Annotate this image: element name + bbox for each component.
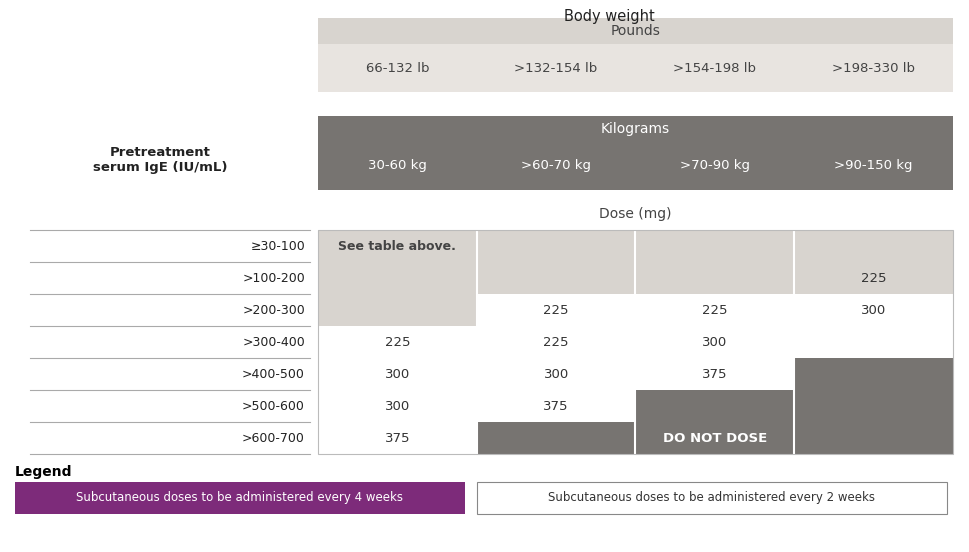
Text: >132-154 lb: >132-154 lb (514, 61, 597, 75)
Bar (794, 230, 952, 262)
Bar (476, 230, 635, 262)
Text: >200-300: >200-300 (242, 304, 304, 316)
Bar (318, 18, 952, 44)
Bar (318, 116, 952, 142)
Bar (635, 326, 794, 358)
Text: DO NOT DOSE: DO NOT DOSE (662, 432, 766, 444)
Bar (318, 230, 952, 454)
Bar (477, 482, 946, 514)
Bar (476, 294, 635, 326)
Text: >400-500: >400-500 (242, 368, 304, 380)
Text: >500-600: >500-600 (242, 400, 304, 412)
Text: Pounds: Pounds (610, 24, 660, 38)
Text: 300: 300 (385, 368, 410, 380)
Text: 225: 225 (385, 336, 410, 348)
Text: 375: 375 (702, 368, 727, 380)
Text: Dose (mg): Dose (mg) (599, 207, 672, 221)
Text: Subcutaneous doses to be administered every 2 weeks: Subcutaneous doses to be administered ev… (547, 491, 875, 505)
Bar (318, 142, 952, 190)
Bar (635, 262, 794, 294)
Text: 375: 375 (385, 432, 410, 444)
Bar (318, 422, 476, 454)
Bar (635, 358, 794, 390)
Text: >100-200: >100-200 (242, 272, 304, 284)
Text: >300-400: >300-400 (242, 336, 304, 348)
Text: 300: 300 (860, 304, 886, 316)
Bar (318, 294, 476, 326)
Text: Body weight: Body weight (563, 8, 654, 24)
Bar (318, 326, 476, 358)
Bar (635, 230, 794, 262)
Bar (794, 358, 952, 390)
Bar (476, 422, 635, 454)
Text: 375: 375 (543, 400, 568, 412)
Text: 300: 300 (702, 336, 727, 348)
Bar (318, 44, 952, 92)
Bar (318, 262, 476, 294)
Text: Legend: Legend (15, 465, 73, 479)
Bar (794, 294, 952, 326)
Bar (635, 390, 794, 422)
Text: 225: 225 (543, 336, 568, 348)
Text: Subcutaneous doses to be administered every 4 weeks: Subcutaneous doses to be administered ev… (77, 491, 403, 505)
Text: >70-90 kg: >70-90 kg (679, 160, 749, 172)
Text: >198-330 lb: >198-330 lb (831, 61, 914, 75)
Bar (476, 390, 635, 422)
Bar (635, 294, 794, 326)
Bar (794, 422, 952, 454)
Bar (794, 262, 952, 294)
Text: >60-70 kg: >60-70 kg (520, 160, 590, 172)
Bar (794, 326, 952, 358)
Text: >90-150 kg: >90-150 kg (833, 160, 912, 172)
Bar (15, 482, 464, 514)
Text: Pretreatment
serum IgE (IU/mL): Pretreatment serum IgE (IU/mL) (93, 146, 227, 174)
Bar (794, 390, 952, 422)
Text: 66-132 lb: 66-132 lb (365, 61, 428, 75)
Bar (476, 326, 635, 358)
Text: 225: 225 (860, 272, 886, 284)
Text: >600-700: >600-700 (242, 432, 304, 444)
Text: 30-60 kg: 30-60 kg (367, 160, 426, 172)
Text: 225: 225 (543, 304, 568, 316)
Bar (635, 422, 794, 454)
Text: >154-198 lb: >154-198 lb (672, 61, 756, 75)
Text: See table above.: See table above. (337, 240, 455, 252)
Text: ≥30-100: ≥30-100 (250, 240, 304, 252)
Text: 300: 300 (385, 400, 410, 412)
Text: Kilograms: Kilograms (601, 122, 670, 136)
Bar (476, 262, 635, 294)
Bar (318, 230, 476, 262)
Bar (476, 358, 635, 390)
Bar (318, 358, 476, 390)
Text: 300: 300 (543, 368, 568, 380)
Text: 225: 225 (702, 304, 727, 316)
Bar (318, 390, 476, 422)
